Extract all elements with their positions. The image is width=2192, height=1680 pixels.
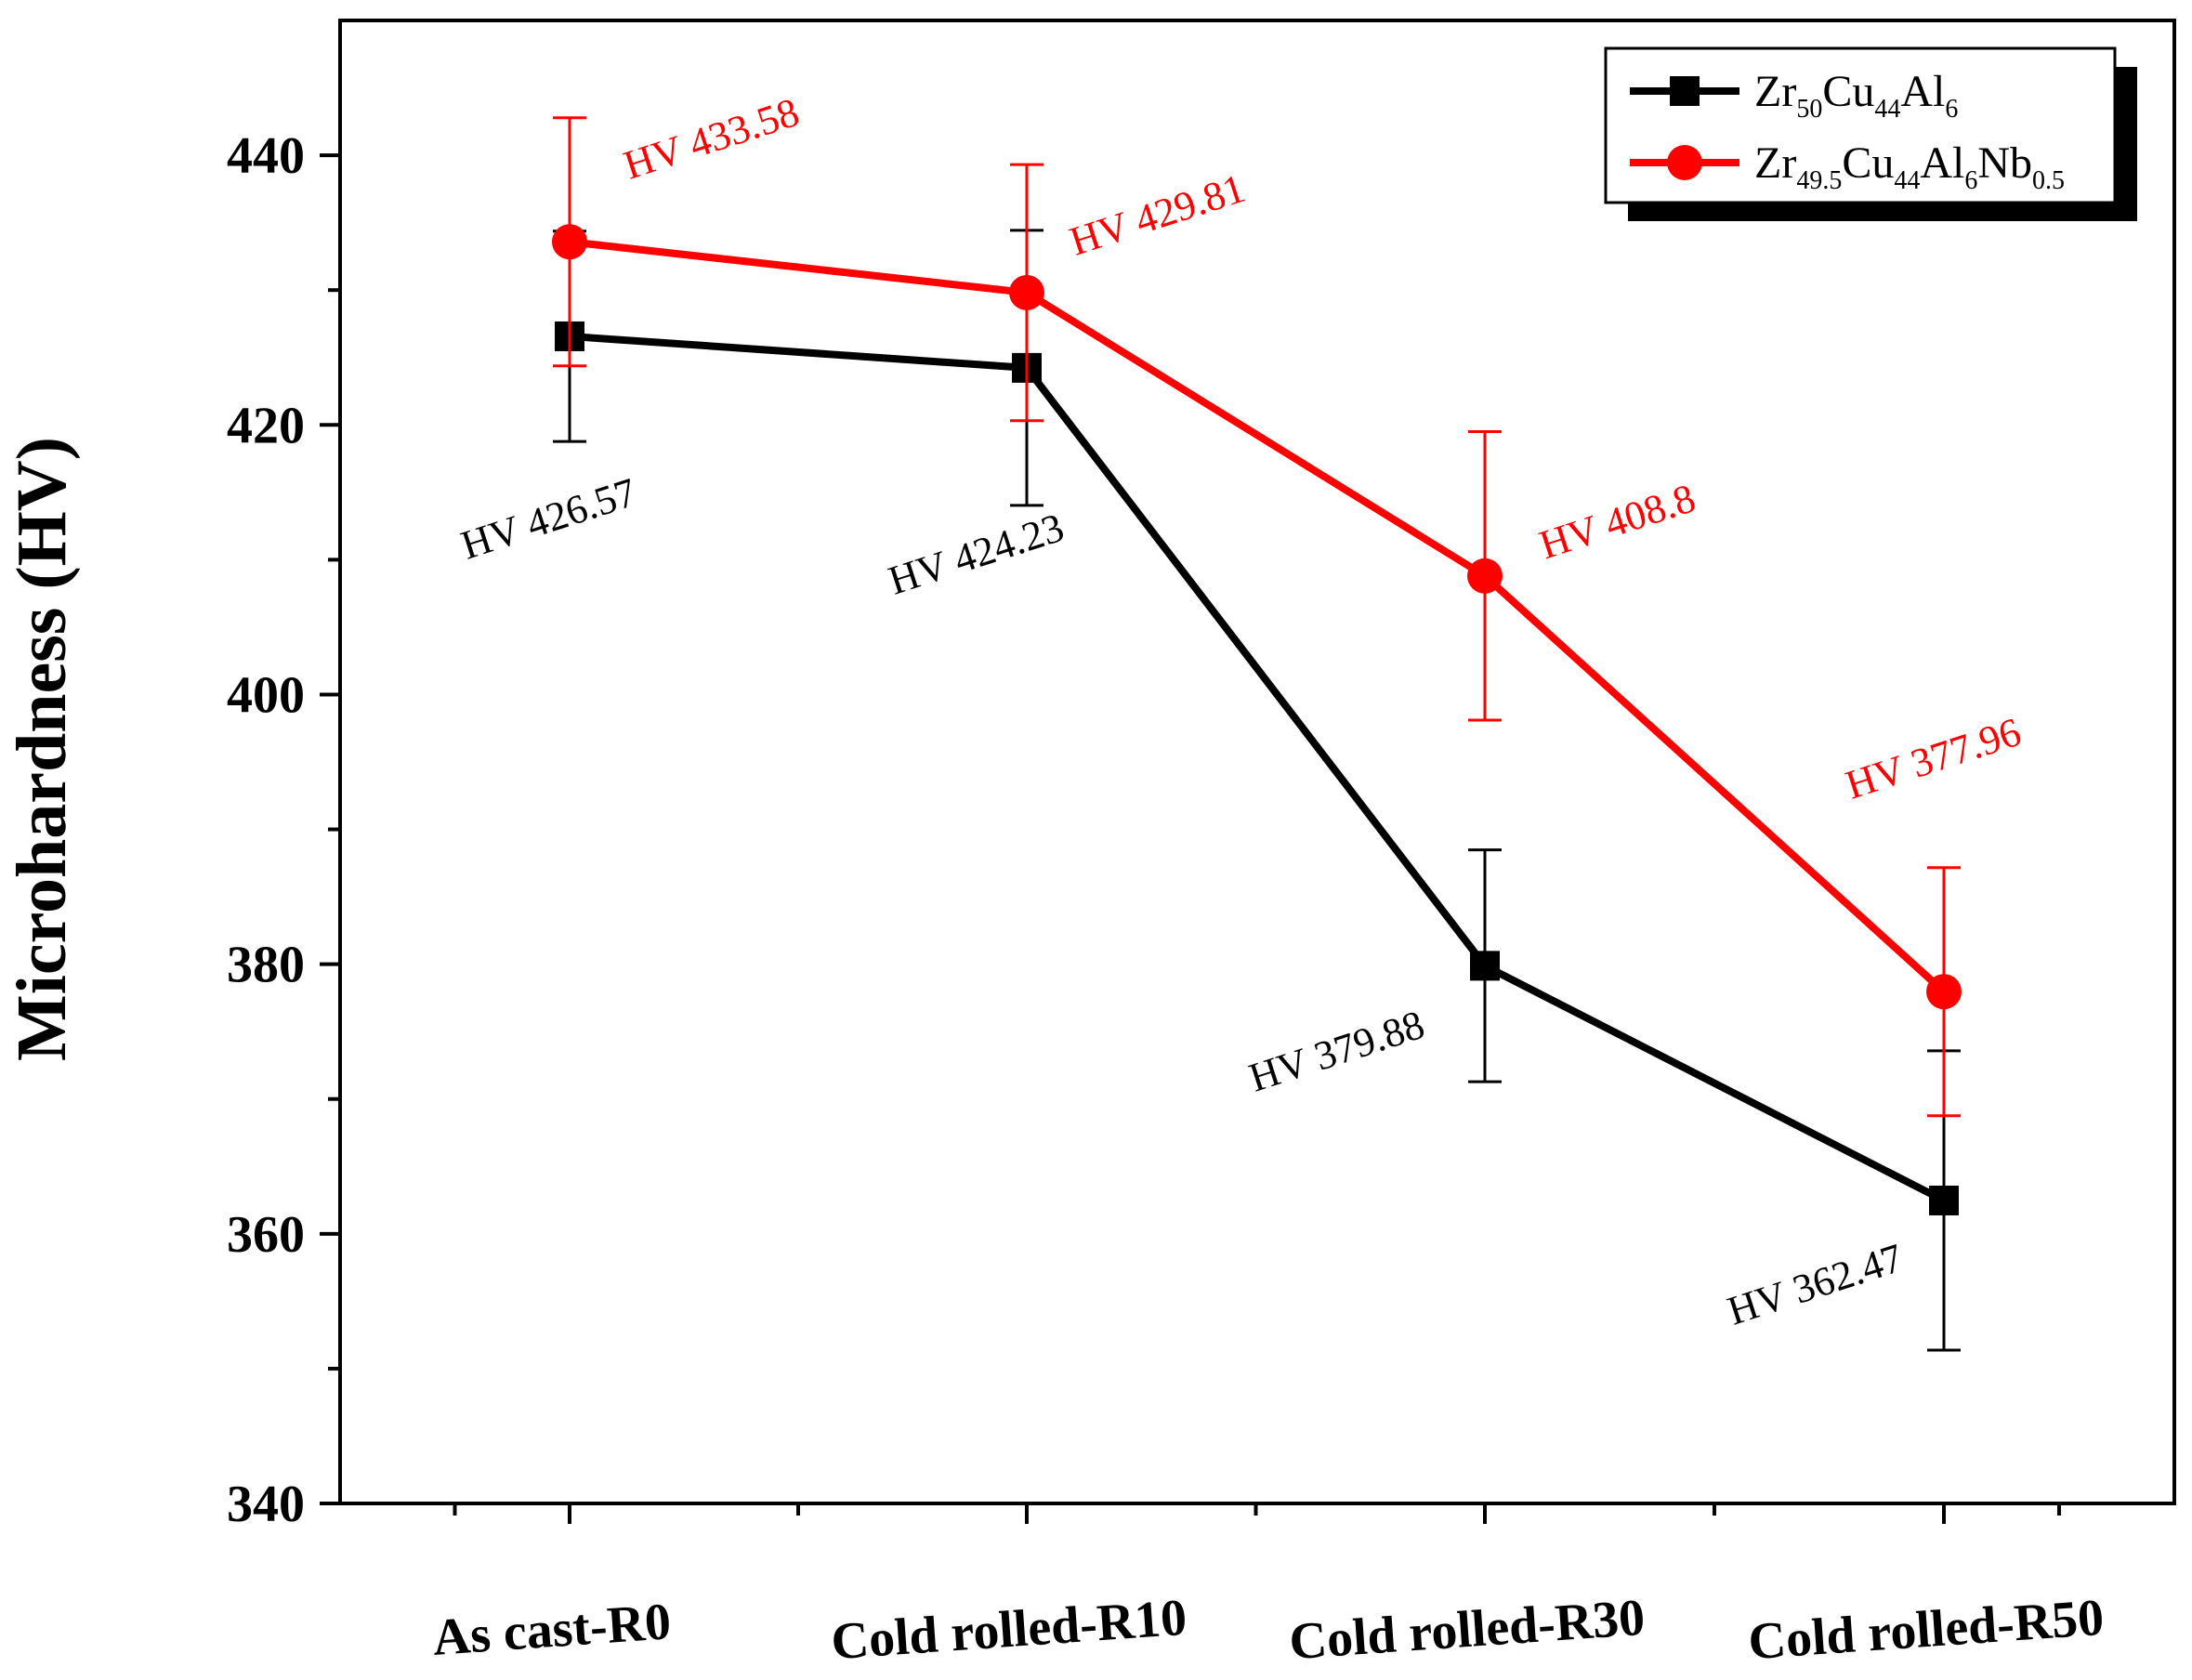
- data-point: [1467, 558, 1503, 594]
- legend-marker: [1667, 145, 1702, 180]
- data-point: [1926, 974, 1962, 1010]
- data-label: HV 424.23: [883, 505, 1069, 604]
- y-tick-label: 440: [227, 127, 305, 185]
- legend-subscript: 6: [1945, 95, 1958, 124]
- legend-text-part: Nb: [1977, 138, 2032, 188]
- x-category-label: Cold rolled-R50: [1746, 1589, 2106, 1672]
- data-label: HV 433.58: [618, 89, 804, 189]
- legend-subscript: 0.5: [2032, 166, 2065, 195]
- series-line: [569, 332, 1946, 1204]
- data-label: HV 377.96: [1840, 709, 2026, 808]
- data-label: HV 429.81: [1064, 165, 1250, 265]
- legend-subscript: 49.5: [1796, 166, 1842, 195]
- legend-subscript: 44: [1874, 95, 1900, 124]
- data-point: [1009, 274, 1044, 310]
- data-label: HV 408.8: [1534, 475, 1700, 568]
- data-label: HV 426.57: [455, 469, 641, 569]
- y-tick-label: 340: [227, 1476, 305, 1533]
- y-tick-label: 400: [227, 666, 305, 724]
- series-1: [552, 116, 1962, 1118]
- legend-text-part: Al: [1920, 138, 1964, 188]
- legend-text-part: Cu: [1842, 138, 1894, 188]
- series-0: [553, 229, 1961, 1352]
- data-label: HV 362.47: [1722, 1235, 1908, 1334]
- legend-text-part: Al: [1900, 67, 1945, 116]
- y-tick-label: 360: [227, 1206, 305, 1264]
- data-point: [552, 224, 587, 260]
- y-tick-label: 380: [227, 937, 305, 994]
- series-group: [552, 116, 1962, 1352]
- legend-text-part: Zr: [1754, 138, 1796, 188]
- x-category-label: Cold rolled-R10: [829, 1589, 1188, 1672]
- legend-marker: [1670, 76, 1700, 106]
- data-label: HV 379.88: [1243, 1002, 1429, 1101]
- y-tick-label: 420: [227, 397, 305, 454]
- y-axis-title: Microhardness (HV): [3, 437, 81, 1061]
- legend-subscript: 6: [1964, 166, 1977, 195]
- legend-subscript: 50: [1796, 95, 1822, 124]
- x-category-label: As cast-R0: [431, 1593, 673, 1667]
- legend-label: Zr50Cu44Al6: [1754, 67, 1958, 124]
- data-labels: HV 426.57 HV 424.23 HV 379.88 HV 362.47 HV 4…: [455, 89, 2026, 1334]
- data-point: [1470, 951, 1500, 981]
- data-point: [1929, 1185, 1959, 1215]
- axes: 340 360 380 400 420 440 As cast-R0 Cold rolled-…: [227, 127, 2106, 1671]
- series-line: [569, 238, 1947, 995]
- x-category-label: Cold rolled-R30: [1287, 1589, 1647, 1672]
- legend-subscript: 44: [1894, 166, 1920, 195]
- legend-text-part: Cu: [1822, 67, 1874, 116]
- legend-label: Zr49.5Cu44Al6Nb0.5: [1754, 138, 2065, 195]
- legend-text-part: Zr: [1754, 67, 1796, 116]
